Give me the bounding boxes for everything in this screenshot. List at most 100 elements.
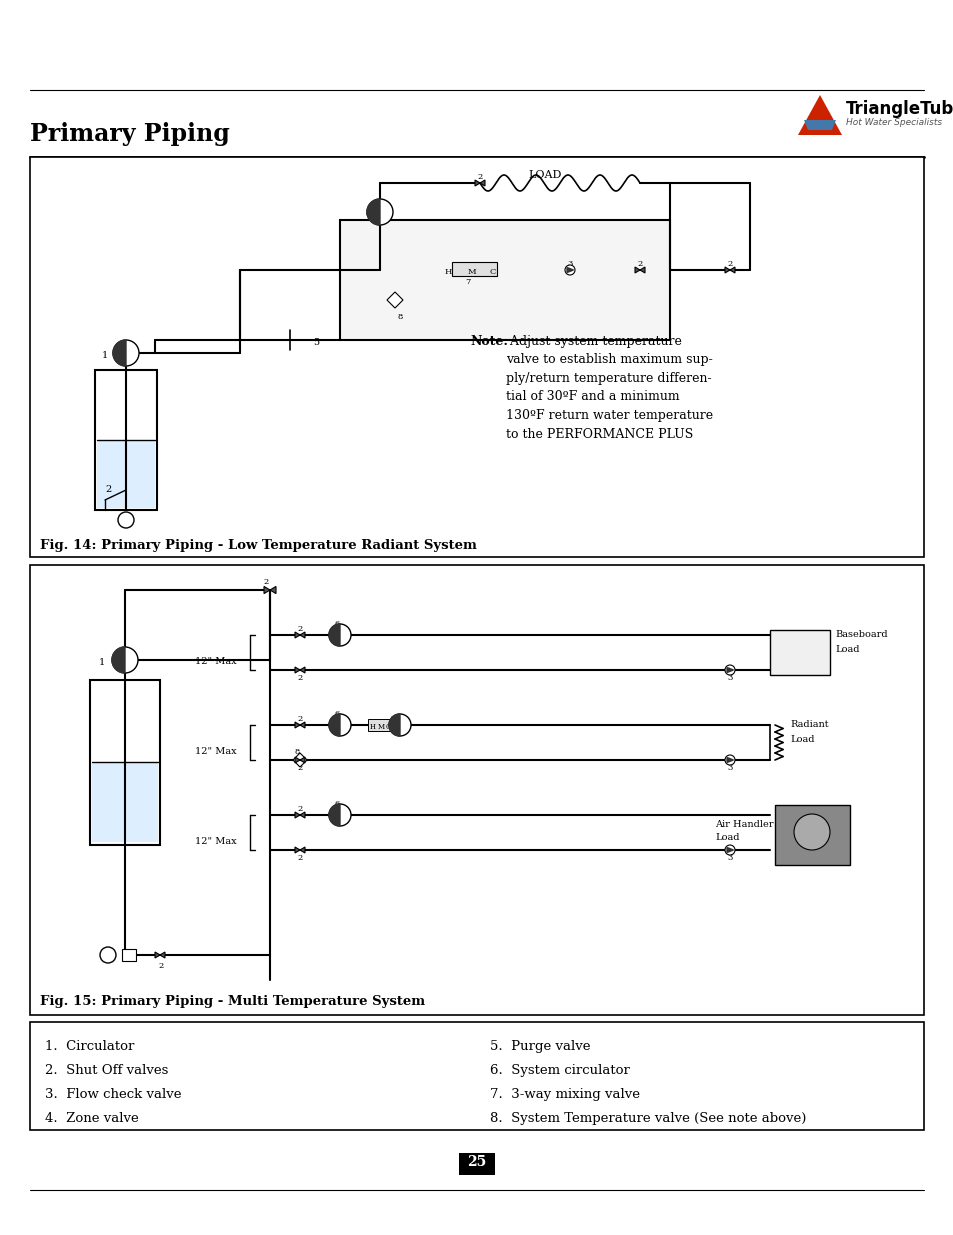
Bar (122, 948, 136, 961)
Text: Radiant: Radiant (789, 720, 828, 729)
Text: 4.  Zone valve: 4. Zone valve (45, 1112, 138, 1125)
Text: 5.  Purge valve: 5. Purge valve (490, 1040, 590, 1053)
Text: 2: 2 (296, 853, 302, 862)
Text: 25: 25 (467, 1155, 486, 1170)
Text: 5: 5 (313, 338, 319, 347)
Text: 2: 2 (296, 805, 302, 813)
Text: 12" Max: 12" Max (194, 657, 236, 666)
Polygon shape (294, 722, 305, 727)
Text: 1.  Circulator: 1. Circulator (45, 1040, 134, 1053)
Bar (339, 220, 669, 340)
Polygon shape (389, 714, 399, 736)
Polygon shape (294, 757, 305, 763)
Text: 6: 6 (335, 620, 340, 629)
Circle shape (329, 624, 351, 646)
Text: Adjust system temperature
valve to establish maximum sup-
ply/return temperature: Adjust system temperature valve to estab… (505, 335, 713, 441)
Text: 6: 6 (335, 710, 340, 718)
Text: LOAD: LOAD (528, 170, 561, 180)
Text: 2: 2 (296, 625, 302, 634)
Text: Air Handler: Air Handler (714, 820, 773, 829)
Text: H: H (370, 722, 375, 731)
Bar (97, 440, 154, 508)
Text: 2: 2 (158, 962, 163, 969)
Text: C: C (490, 268, 496, 275)
Polygon shape (154, 952, 165, 958)
Text: 8: 8 (397, 312, 403, 321)
Text: M: M (468, 268, 476, 275)
Text: 6: 6 (399, 715, 405, 722)
Text: 3: 3 (726, 853, 732, 862)
Circle shape (118, 513, 133, 529)
Text: 8.  System Temperature valve (See note above): 8. System Temperature valve (See note ab… (490, 1112, 805, 1125)
Text: 2: 2 (726, 261, 732, 268)
Text: 7.  3-way mixing valve: 7. 3-way mixing valve (490, 1088, 639, 1100)
Polygon shape (387, 291, 402, 308)
Text: 12" Max: 12" Max (194, 837, 236, 846)
Bar (452, 262, 497, 275)
Polygon shape (293, 753, 307, 767)
Polygon shape (112, 340, 126, 366)
Text: 1: 1 (102, 351, 108, 359)
Circle shape (112, 647, 138, 673)
Circle shape (724, 845, 734, 855)
Polygon shape (294, 847, 305, 853)
Text: 2.  Shut Off valves: 2. Shut Off valves (45, 1065, 168, 1077)
Bar (91, 762, 158, 842)
Text: 8: 8 (294, 748, 300, 756)
Text: Load: Load (714, 832, 739, 842)
Text: 2: 2 (263, 578, 269, 585)
Circle shape (564, 266, 575, 275)
Text: Fig. 15: Primary Piping - Multi Temperature System: Fig. 15: Primary Piping - Multi Temperat… (40, 995, 425, 1008)
Circle shape (724, 755, 734, 764)
Bar (769, 630, 829, 676)
Text: Load: Load (789, 735, 814, 743)
Bar (458, 1153, 495, 1174)
Text: Hot Water Specialists: Hot Water Specialists (845, 119, 942, 127)
Bar (30, 157, 923, 557)
Circle shape (329, 804, 351, 826)
Text: 6: 6 (365, 210, 371, 219)
Polygon shape (726, 847, 733, 852)
Bar (30, 564, 923, 1015)
Polygon shape (367, 199, 379, 225)
Text: Primary Piping: Primary Piping (30, 122, 230, 146)
Text: 3: 3 (726, 674, 732, 682)
Text: Load: Load (834, 645, 859, 655)
Text: Note:: Note: (470, 335, 507, 348)
Bar (30, 1023, 923, 1130)
Circle shape (389, 714, 411, 736)
Text: 7: 7 (390, 715, 395, 722)
Text: 3.  Flow check valve: 3. Flow check valve (45, 1088, 181, 1100)
Polygon shape (803, 120, 835, 130)
Text: 3: 3 (726, 764, 732, 772)
Text: 2: 2 (296, 715, 302, 722)
Polygon shape (329, 714, 339, 736)
Polygon shape (726, 667, 733, 673)
Polygon shape (112, 647, 125, 673)
Text: 2: 2 (296, 764, 302, 772)
Bar (95, 370, 157, 510)
Bar (90, 680, 160, 845)
Text: C: C (386, 722, 391, 731)
Text: 12" Max: 12" Max (194, 747, 236, 756)
Text: Fig. 14: Primary Piping - Low Temperature Radiant System: Fig. 14: Primary Piping - Low Temperatur… (40, 538, 476, 552)
Circle shape (724, 664, 734, 676)
Bar (368, 719, 395, 731)
Polygon shape (264, 587, 275, 594)
Text: 6.  System circulator: 6. System circulator (490, 1065, 629, 1077)
Polygon shape (726, 757, 733, 762)
Text: 6: 6 (335, 800, 340, 808)
Text: 2: 2 (296, 674, 302, 682)
Polygon shape (294, 811, 305, 818)
Polygon shape (294, 667, 305, 673)
Polygon shape (294, 632, 305, 638)
Text: 2: 2 (476, 173, 482, 182)
Polygon shape (724, 267, 734, 273)
Bar (774, 805, 849, 864)
Text: TriangleTube: TriangleTube (845, 100, 953, 119)
Polygon shape (475, 180, 484, 186)
Polygon shape (329, 624, 339, 646)
Circle shape (793, 814, 829, 850)
Text: 1: 1 (99, 658, 105, 667)
Text: 3: 3 (566, 261, 572, 268)
